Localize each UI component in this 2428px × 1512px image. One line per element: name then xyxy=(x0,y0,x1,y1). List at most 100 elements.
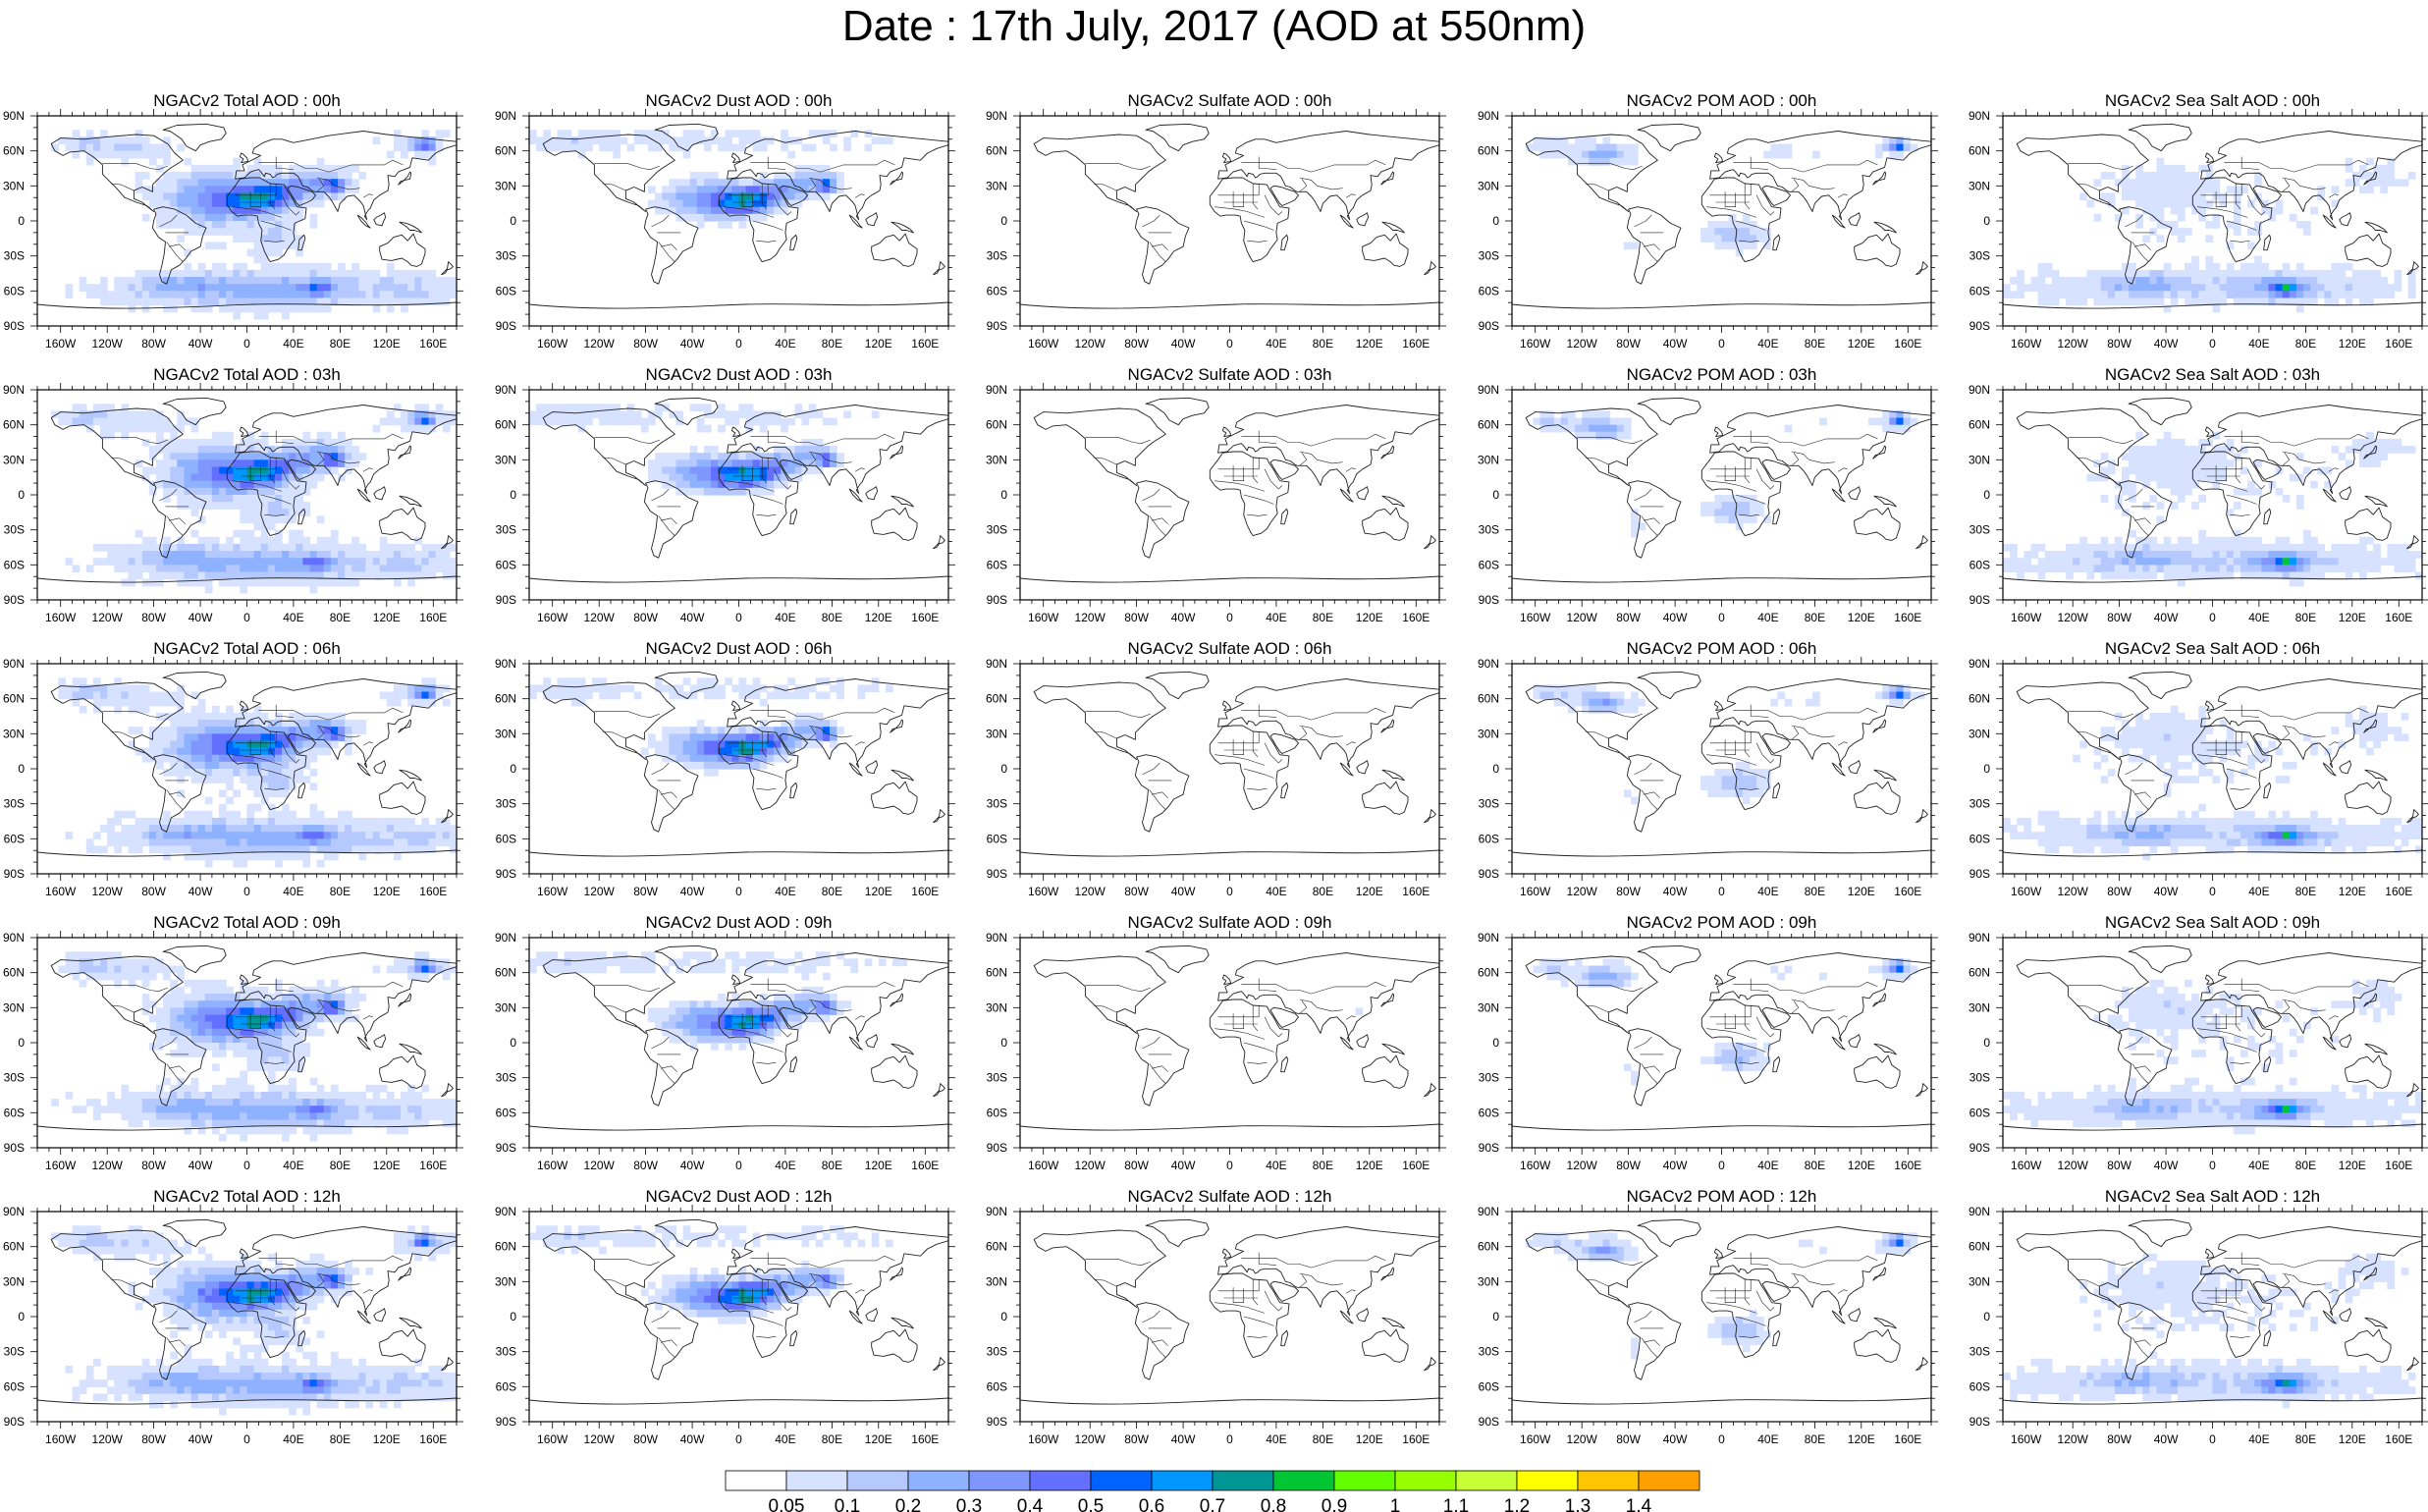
aod-cell xyxy=(2219,543,2228,552)
aod-cell xyxy=(2373,543,2381,552)
aod-cell xyxy=(2142,565,2151,573)
aod-cell xyxy=(289,515,297,524)
aod-cell xyxy=(2051,565,2060,573)
aod-cell xyxy=(323,262,332,271)
aod-cell xyxy=(135,571,143,580)
aod-cell xyxy=(379,417,388,426)
aod-cell xyxy=(1539,143,1548,152)
aod-cell xyxy=(2303,571,2311,580)
country-border xyxy=(110,457,135,465)
aod-cell xyxy=(564,136,572,145)
aod-cell xyxy=(2121,565,2130,573)
aod-cell xyxy=(759,466,768,475)
aod-cell xyxy=(267,536,276,545)
aod-cell xyxy=(1575,143,1583,152)
lon-tick-label: 120E xyxy=(1356,611,1383,624)
aod-cell xyxy=(2351,291,2360,299)
aod-cell xyxy=(211,446,220,454)
aod-cell xyxy=(267,515,276,524)
aod-cell xyxy=(774,459,782,468)
aod-cell xyxy=(781,199,788,208)
coastline xyxy=(1709,131,1931,221)
aod-cell xyxy=(584,136,593,145)
coastline xyxy=(356,214,371,229)
aod-cell xyxy=(1623,424,1632,433)
country-border xyxy=(2246,194,2266,216)
aod-cell xyxy=(738,136,747,145)
aod-cell xyxy=(197,698,206,707)
country-border xyxy=(1243,494,1274,505)
aod-cell xyxy=(2295,453,2304,460)
aod-cell xyxy=(253,727,262,734)
lat-tick-label: 90N xyxy=(1969,109,1990,123)
aod-cell xyxy=(2373,446,2381,454)
aod-cell xyxy=(1700,502,1708,510)
aod-cell xyxy=(253,157,262,166)
aod-cell xyxy=(1553,417,1562,426)
lat-tick-label: 60S xyxy=(1479,558,1499,571)
aod-cell xyxy=(204,571,213,580)
aod-cell xyxy=(246,459,255,468)
aod-cell xyxy=(219,502,227,510)
aod-cell xyxy=(296,720,304,728)
aod-cell xyxy=(155,740,164,749)
coastline xyxy=(1626,480,1682,559)
aod-cell xyxy=(386,551,395,559)
aod-cell xyxy=(121,157,130,166)
aod-cell xyxy=(282,720,290,728)
aod-cell xyxy=(2051,277,2060,285)
lon-tick-label: 40E xyxy=(283,611,303,624)
aod-cell xyxy=(141,551,150,559)
aod-cell xyxy=(253,221,262,229)
aod-cell xyxy=(871,410,880,419)
aod-cell xyxy=(655,130,663,137)
aod-cell xyxy=(211,720,220,728)
aod-cell xyxy=(233,761,241,770)
aod-cell xyxy=(190,754,199,763)
aod-cell xyxy=(316,446,325,454)
aod-cell xyxy=(407,291,415,299)
country-border xyxy=(1755,468,1775,490)
aod-cell xyxy=(128,284,136,292)
aod-cell xyxy=(689,473,698,482)
coastline xyxy=(933,535,945,550)
aod-cell xyxy=(128,727,136,734)
aod-cell xyxy=(2177,228,2185,236)
aod-cell xyxy=(155,186,164,194)
aod-cell xyxy=(211,473,220,482)
aod-cell xyxy=(752,480,761,489)
aod-cell xyxy=(2310,269,2318,278)
aod-cell xyxy=(633,410,642,419)
aod-cell xyxy=(190,172,199,180)
aod-cell xyxy=(253,747,262,756)
aod-cell xyxy=(822,179,831,187)
aod-cell xyxy=(2198,551,2206,559)
aod-cell xyxy=(170,558,178,566)
aod-cell xyxy=(2142,172,2151,180)
aod-cell xyxy=(711,487,719,496)
country-border xyxy=(232,206,283,218)
aod-cell xyxy=(260,487,269,496)
aod-cell xyxy=(2135,199,2143,208)
aod-cell xyxy=(170,691,178,700)
aod-cell xyxy=(240,480,248,489)
country-border xyxy=(602,183,626,191)
aod-cell xyxy=(414,136,423,145)
aod-cell xyxy=(2185,571,2192,580)
aod-cell xyxy=(2135,192,2143,201)
aod-cell xyxy=(1735,228,1744,236)
aod-cell xyxy=(2163,284,2172,292)
aod-cell xyxy=(379,565,388,573)
aod-cell xyxy=(759,199,768,208)
aod-cell xyxy=(2254,459,2262,468)
aod-cell xyxy=(2121,206,2130,215)
aod-cell xyxy=(338,727,346,734)
aod-cell xyxy=(2380,558,2389,566)
aod-cell xyxy=(449,410,457,419)
aod-cell xyxy=(647,410,656,419)
aod-cell xyxy=(1882,143,1890,152)
aod-cell xyxy=(577,410,586,419)
aod-cell xyxy=(428,297,437,306)
aod-cell xyxy=(260,515,269,524)
aod-cell xyxy=(316,551,325,559)
